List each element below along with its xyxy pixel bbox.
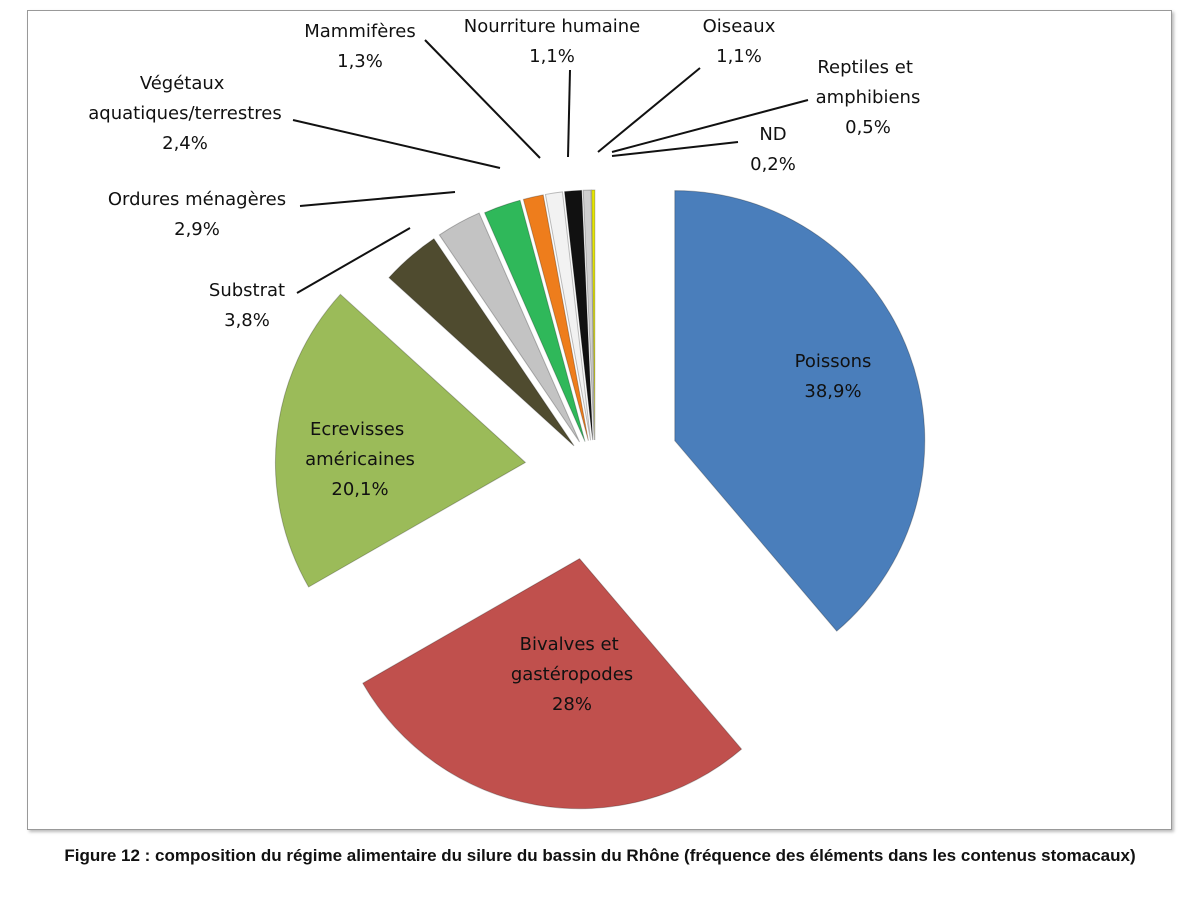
- pie-slice: [544, 191, 592, 441]
- slice-label: Bivalves et gastéropodes: [511, 634, 633, 685]
- label-line: Poissons: [795, 351, 872, 372]
- pie-slice: [582, 189, 595, 441]
- pie-slice: [362, 558, 743, 810]
- value-label: 20,1%: [331, 479, 388, 500]
- value-label: 2,4%: [162, 133, 208, 154]
- label-line: Substrat: [209, 280, 285, 301]
- pie-slice: [591, 189, 596, 441]
- leader-line: [597, 67, 701, 153]
- label-line: Nourriture humaine: [464, 16, 641, 37]
- label-line: amphibiens: [816, 87, 921, 108]
- slice-label: Oiseaux: [703, 16, 776, 37]
- chart: Poissons 38,9% Bivalves et gastéropodes 28%…: [88, 16, 926, 810]
- value-label: 0,2%: [750, 154, 796, 175]
- leader-line: [611, 141, 739, 157]
- label-line: Ecrevisses: [310, 419, 410, 440]
- slice-label: ND: [759, 124, 786, 145]
- pie-slice: [274, 293, 527, 588]
- slice-label: Reptiles et amphibiens: [816, 57, 921, 108]
- value-label: 38,9%: [804, 381, 861, 402]
- pie-slice: [563, 189, 594, 441]
- caption: Figure 12 : composition du régime alimen…: [64, 846, 1136, 865]
- label-line: Végétaux: [140, 73, 230, 94]
- pie-slice: [438, 212, 580, 443]
- value-label: 1,3%: [337, 51, 383, 72]
- label-line: Mammifères: [304, 21, 416, 42]
- pie-slice: [522, 194, 589, 441]
- pie-slice: [483, 199, 586, 442]
- leader-line: [567, 69, 571, 158]
- leader-line: [299, 191, 456, 207]
- leader-line: [296, 227, 411, 294]
- slice-label: Substrat: [209, 280, 285, 301]
- label-line: américaines: [305, 449, 415, 470]
- pie-slice: [674, 190, 926, 632]
- label-line: aquatiques/terrestres: [88, 103, 282, 124]
- label-line: Reptiles et: [817, 57, 918, 78]
- value-label: 0,5%: [845, 117, 891, 138]
- value-label: 28%: [552, 694, 592, 715]
- value-label: 2,9%: [174, 219, 220, 240]
- chart-frame: [27, 10, 1172, 830]
- leader-line: [611, 99, 809, 153]
- slice-label: Poissons: [795, 351, 872, 372]
- slice-label: Végétaux aquatiques/terrestres: [88, 73, 282, 124]
- slice-label: Nourriture humaine: [464, 16, 641, 37]
- leader-line: [292, 119, 501, 169]
- slice-label: Mammifères: [304, 21, 416, 42]
- value-label: 3,8%: [224, 310, 270, 331]
- value-label: 1,1%: [529, 46, 575, 67]
- leader-line: [424, 39, 541, 159]
- slice-label: Ecrevisses américaines: [305, 419, 415, 470]
- slice-label: Ordures ménagères: [108, 189, 286, 210]
- label-line: Oiseaux: [703, 16, 776, 37]
- label-line: Bivalves et: [520, 634, 625, 655]
- label-line: ND: [759, 124, 786, 145]
- label-line: Ordures ménagères: [108, 189, 286, 210]
- value-label: 1,1%: [716, 46, 762, 67]
- pie-slice: [388, 238, 575, 447]
- label-line: gastéropodes: [511, 664, 633, 685]
